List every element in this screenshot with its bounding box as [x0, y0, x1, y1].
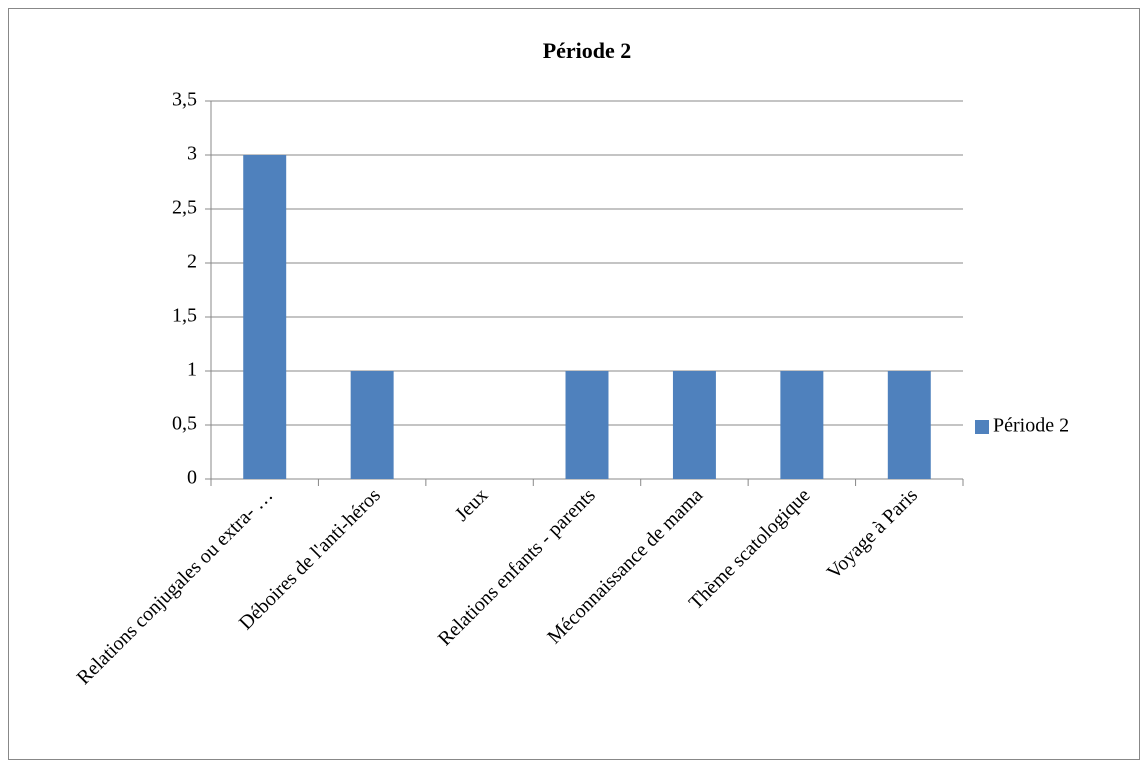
- y-tick-label: 2: [187, 251, 197, 273]
- bar: [780, 371, 824, 479]
- y-tick-label: 1,5: [172, 305, 197, 327]
- y-tick-label: 2,5: [172, 197, 197, 219]
- y-tick-label: 3: [187, 143, 197, 165]
- y-tick-label: 0: [187, 467, 197, 489]
- chart-title: Période 2: [543, 38, 632, 63]
- y-tick-label: 1: [187, 359, 197, 381]
- y-tick-label: 0,5: [172, 413, 197, 435]
- bar: [887, 371, 931, 479]
- bar: [672, 371, 716, 479]
- bar: [350, 371, 394, 479]
- legend-swatch: [975, 420, 989, 434]
- bar: [565, 371, 609, 479]
- bar: [243, 155, 287, 479]
- y-tick-label: 3,5: [172, 89, 197, 111]
- legend-label: Période 2: [993, 415, 1069, 437]
